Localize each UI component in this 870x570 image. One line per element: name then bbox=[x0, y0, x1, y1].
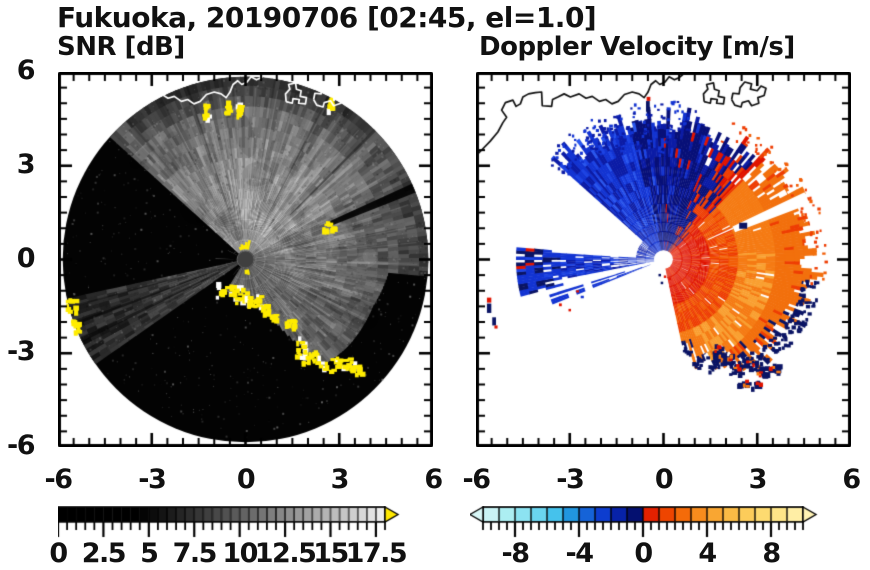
velocity-colorbar-label: 4 bbox=[698, 538, 717, 569]
snr-y-tick-label: -3 bbox=[7, 336, 36, 368]
velocity-ppi-canvas bbox=[476, 72, 851, 447]
figure-title: Fukuoka, 20190706 [02:45, el=1.0] bbox=[57, 1, 597, 34]
velocity-colorbar-canvas bbox=[470, 506, 818, 542]
velocity-colorbar-label: 0 bbox=[634, 538, 653, 569]
snr-x-tick-label: 3 bbox=[330, 464, 350, 495]
snr-colorbar-label: 2.5 bbox=[81, 538, 127, 569]
velocity-colorbar-label: 8 bbox=[762, 538, 781, 569]
snr-x-tick-label: 6 bbox=[424, 464, 443, 495]
snr-y-tick-label: 0 bbox=[16, 242, 36, 274]
snr-y-tick-label: 6 bbox=[16, 55, 36, 86]
velocity-colorbar-label: -8 bbox=[501, 538, 531, 569]
snr-colorbar-label: 15 bbox=[313, 538, 349, 569]
snr-colorbar-label: 10 bbox=[222, 538, 258, 569]
velocity-x-tick-label: 6 bbox=[842, 464, 861, 495]
snr-panel-title: SNR [dB] bbox=[57, 32, 185, 62]
snr-x-tick-label: 0 bbox=[236, 464, 256, 495]
velocity-x-tick-label: 0 bbox=[654, 464, 674, 495]
snr-colorbar-label: 17.5 bbox=[345, 538, 408, 569]
snr-colorbar-label: 0 bbox=[49, 538, 68, 569]
velocity-x-tick-label: -3 bbox=[556, 464, 585, 495]
velocity-colorbar-label: -4 bbox=[565, 538, 595, 569]
snr-colorbar-label: 12.5 bbox=[254, 538, 317, 569]
snr-y-tick-label: -6 bbox=[7, 430, 36, 461]
snr-colorbar-canvas bbox=[58, 506, 403, 542]
snr-x-tick-label: -3 bbox=[138, 464, 167, 495]
snr-colorbar-label: 7.5 bbox=[172, 538, 218, 569]
velocity-x-tick-label: 3 bbox=[748, 464, 768, 495]
velocity-panel-title: Doppler Velocity [m/s] bbox=[479, 32, 795, 62]
snr-ppi-canvas bbox=[58, 72, 433, 447]
snr-y-tick-label: 3 bbox=[16, 148, 36, 180]
snr-colorbar-label: 5 bbox=[140, 538, 159, 569]
snr-x-tick-label: -6 bbox=[44, 464, 74, 495]
velocity-x-tick-label: -6 bbox=[462, 464, 492, 495]
